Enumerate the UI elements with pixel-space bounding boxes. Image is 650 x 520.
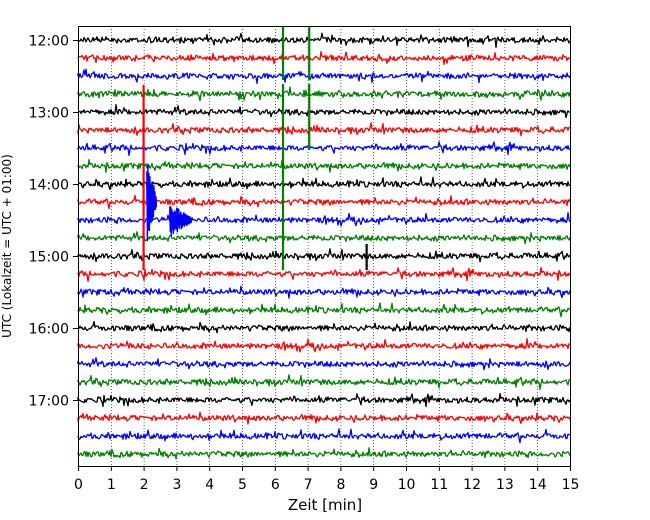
x-tick-label: 14 <box>529 477 547 493</box>
trace-group <box>77 32 571 460</box>
trace-row-1500 <box>77 248 571 263</box>
trace-row-1400 <box>77 176 571 191</box>
x-tick-label: 8 <box>336 477 345 493</box>
x-tick-label: 0 <box>74 477 83 493</box>
y-tick-label: 13:00 <box>29 106 69 122</box>
trace-row-1545 <box>77 302 571 318</box>
y-axis-label: UTC (Lokalzeit = UTC + 01:00) <box>0 154 14 338</box>
trace-row-1315 <box>77 122 571 137</box>
trace-row-1230 <box>77 68 571 85</box>
x-axis-label: Zeit [min] <box>288 496 362 514</box>
trace-row-1600 <box>77 320 571 334</box>
y-tick-label: 14:00 <box>29 178 69 194</box>
x-axis-ticks: 0 1 2 3 4 5 6 7 8 9 10 11 12 13 14 15 <box>74 466 579 493</box>
x-tick-label: 7 <box>304 477 313 493</box>
event-group <box>142 26 368 270</box>
trace-row-1515 <box>77 266 571 283</box>
x-tick-label: 1 <box>107 477 116 493</box>
trace-row-1245 <box>77 86 571 102</box>
x-tick-label: 4 <box>205 477 214 493</box>
trace-row-1345 <box>77 158 571 173</box>
x-tick-label: 9 <box>369 477 378 493</box>
x-tick-label: 12 <box>463 477 481 493</box>
y-axis-ticks: 12:00 13:00 14:00 15:00 16:00 17:00 <box>29 34 78 410</box>
trace-row-1715 <box>77 411 571 425</box>
trace-row-1615 <box>77 338 571 353</box>
trace-row-1630 <box>77 357 571 371</box>
trace-row-1530 <box>77 285 571 299</box>
trace-row-1200 <box>77 32 571 49</box>
plot-frame <box>78 26 571 467</box>
y-tick-label: 12:00 <box>29 34 69 50</box>
trace-row-1700 <box>77 392 571 408</box>
grid-lines <box>111 26 539 466</box>
trace-row-1430 <box>77 212 571 227</box>
trace-row-1415 <box>77 194 571 210</box>
trace-row-1330 <box>77 141 571 157</box>
trace-row-1745 <box>77 447 571 460</box>
trace-row-1645 <box>77 374 571 391</box>
x-tick-label: 10 <box>398 477 416 493</box>
x-tick-label: 5 <box>238 477 247 493</box>
x-tick-label: 13 <box>496 477 514 493</box>
event-burst <box>169 206 192 236</box>
trace-row-1730 <box>77 428 571 444</box>
trace-row-1445 <box>77 231 571 245</box>
y-tick-label: 17:00 <box>29 394 69 410</box>
event-burst <box>146 163 158 242</box>
x-tick-label: 2 <box>140 477 149 493</box>
y-tick-label: 15:00 <box>29 250 69 266</box>
x-tick-label: 6 <box>271 477 280 493</box>
y-tick-label: 16:00 <box>29 322 69 338</box>
trace-row-1300 <box>77 104 571 119</box>
x-tick-label: 15 <box>562 477 580 493</box>
x-tick-label: 11 <box>430 477 448 493</box>
x-tick-label: 3 <box>172 477 181 493</box>
trace-row-1215 <box>77 51 571 66</box>
